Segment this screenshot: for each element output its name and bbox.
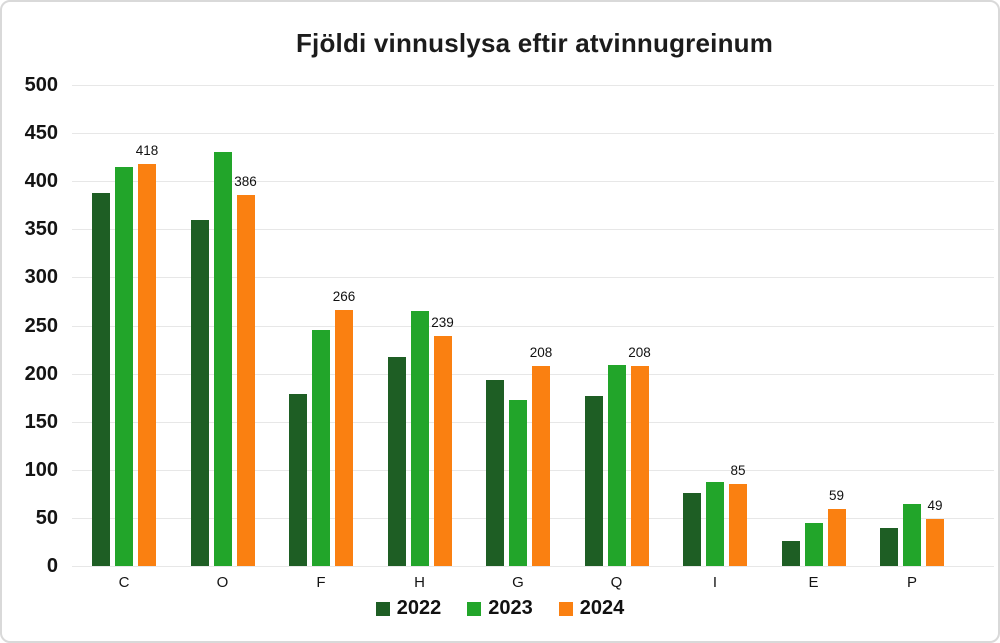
legend: 2022 2023 2024: [2, 597, 998, 620]
x-axis-tick-label-G: G: [512, 574, 524, 591]
legend-swatch-2022: [375, 601, 390, 616]
legend-item-2022: 2022: [375, 597, 442, 620]
bar-2023-C: [115, 166, 133, 566]
bar-value-label-2024-C: 418: [135, 142, 159, 158]
bar-2023-F: [312, 330, 330, 566]
y-axis-tick-label: 100: [24, 458, 58, 481]
bar-2022-G: [486, 380, 504, 566]
gridline-y-450: [72, 133, 994, 135]
y-axis-tick-label: 250: [24, 314, 58, 337]
bar-2023-O: [213, 152, 232, 566]
bar-2022-O: [190, 219, 209, 566]
x-axis-tick-label-P: P: [906, 574, 917, 591]
gridline-y-400: [72, 181, 994, 183]
y-axis-tick-label: 350: [24, 218, 58, 241]
bar-2024-H: [433, 336, 452, 566]
y-axis-tick-label: 400: [24, 170, 58, 193]
bar-2024-O: [236, 194, 255, 566]
x-axis-tick-label-E: E: [808, 574, 819, 591]
bar-value-label-2024-O: 386: [234, 173, 257, 189]
bar-2022-F: [289, 393, 307, 566]
gridline-y-250: [72, 325, 994, 327]
legend-label-2022: 2022: [396, 597, 442, 619]
legend-swatch-2023: [467, 601, 482, 616]
bar-2023-I: [706, 482, 724, 566]
bar-2022-H: [387, 357, 406, 566]
bar-value-label-2024-F: 266: [332, 289, 356, 305]
bar-2024-Q: [630, 365, 649, 566]
bar-2024-E: [827, 509, 846, 566]
bar-2024-G: [532, 365, 550, 566]
bar-2024-I: [729, 484, 747, 566]
bar-value-label-2024-P: 49: [927, 497, 943, 513]
y-axis-tick-label: 200: [24, 362, 58, 385]
legend-item-2023: 2023: [467, 597, 533, 620]
legend-item-2024: 2024: [558, 597, 625, 620]
gridline-y-500: [72, 85, 994, 86]
bar-2023-H: [410, 311, 429, 566]
bar-value-label-2024-Q: 208: [628, 344, 651, 360]
y-axis-tick-label: 500: [24, 74, 58, 96]
legend-label-2023: 2023: [488, 597, 533, 619]
bar-2022-P: [880, 528, 898, 566]
bar-value-label-2024-H: 239: [431, 315, 454, 331]
bar-2024-F: [335, 310, 353, 566]
bar-2022-E: [781, 540, 800, 566]
bar-2023-Q: [607, 364, 626, 566]
bar-2024-P: [926, 518, 944, 566]
bar-2023-E: [804, 522, 823, 566]
x-axis-tick-label-O: O: [216, 574, 229, 591]
x-axis-tick-label-C: C: [118, 574, 130, 591]
bar-2022-C: [92, 192, 110, 566]
gridline-y-300: [72, 277, 994, 279]
y-axis-tick-label: 0: [46, 555, 58, 577]
bar-value-label-2024-E: 59: [828, 488, 845, 504]
y-axis-tick-label: 50: [35, 506, 58, 529]
gridline-y-350: [72, 229, 994, 231]
y-axis-tick-label: 150: [24, 410, 58, 433]
y-axis-tick-label: 450: [24, 122, 58, 145]
bar-2022-I: [683, 492, 701, 566]
x-axis-tick-label-F: F: [316, 574, 326, 591]
gridline-y-0: [72, 566, 994, 567]
bar-2022-Q: [584, 395, 603, 566]
bar-2024-C: [138, 163, 156, 566]
y-axis-tick-label: 300: [24, 266, 58, 289]
legend-label-2024: 2024: [579, 597, 625, 619]
bar-2023-P: [903, 504, 921, 566]
x-axis-tick-label-H: H: [414, 574, 425, 591]
x-axis-tick-label-Q: Q: [610, 574, 623, 591]
legend-swatch-2024: [558, 601, 573, 616]
bar-2023-G: [509, 399, 527, 566]
bar-value-label-2024-I: 85: [730, 463, 746, 479]
x-axis-tick-label-I: I: [712, 574, 718, 591]
chart-title: Fjöldi vinnuslysa eftir atvinnugreinum: [295, 28, 774, 58]
bar-value-label-2024-G: 208: [529, 344, 553, 360]
